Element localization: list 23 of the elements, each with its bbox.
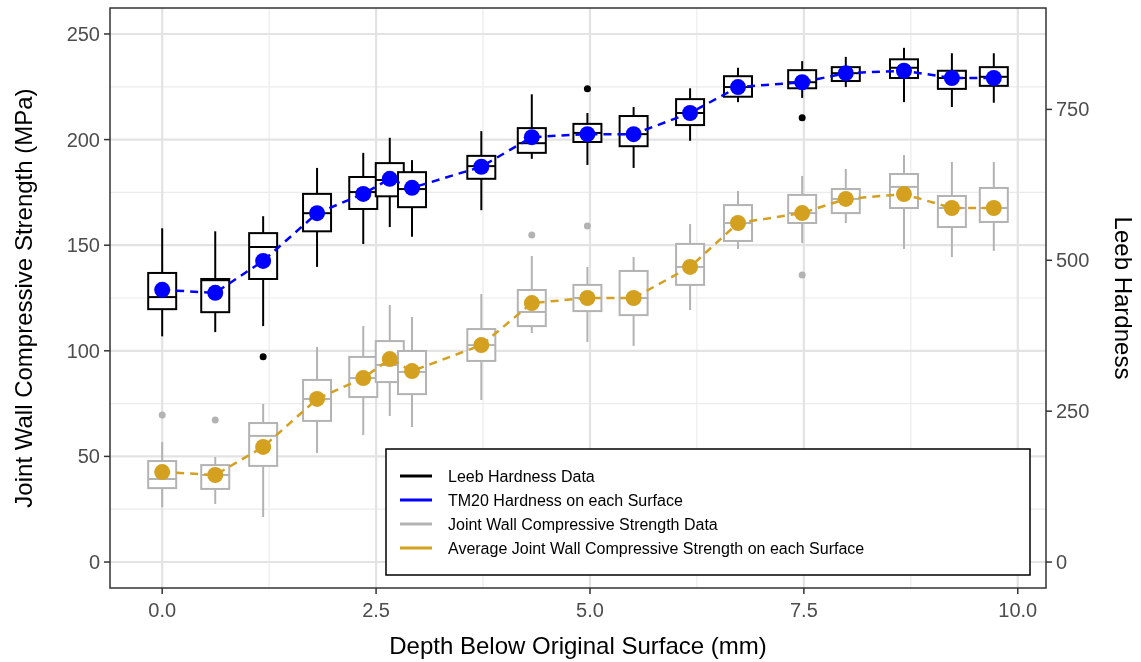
legend-label: Joint Wall Compressive Strength Data [448,515,718,533]
y2-tick-label: 750 [1056,98,1090,121]
x-tick-label: 2.5 [362,599,390,621]
y2-tick-label: 500 [1056,249,1090,272]
x-tick-label: 10.0 [998,599,1038,621]
y2-tick-label: 0 [1056,551,1068,574]
legend-label: TM20 Hardness on each Surface [448,491,683,509]
y-tick-label: 100 [66,339,100,362]
y-axis-title: Joint Wall Compressive Strength (MPa) [10,88,37,508]
y-tick-label: 150 [66,234,100,257]
y-tick-label: 250 [66,22,100,45]
x-axis-title: Depth Below Original Surface (mm) [389,632,767,659]
x-tick-label: 7.5 [789,599,818,621]
y-tick-label: 0 [88,551,100,574]
point [837,65,854,82]
y-tick-label: 200 [66,128,100,151]
legend-label: Leeb Hardness Data [448,467,595,485]
y-tick-label: 50 [77,445,100,468]
x-tick-label: 5.0 [576,599,604,621]
legend-label: Average Joint Wall Compressive Strength on each Surface [448,539,865,557]
x-tick-label: 0.0 [148,599,177,621]
y2-tick-label: 250 [1056,400,1090,423]
y2-axis-title: Leeb Hardness [1110,216,1137,380]
